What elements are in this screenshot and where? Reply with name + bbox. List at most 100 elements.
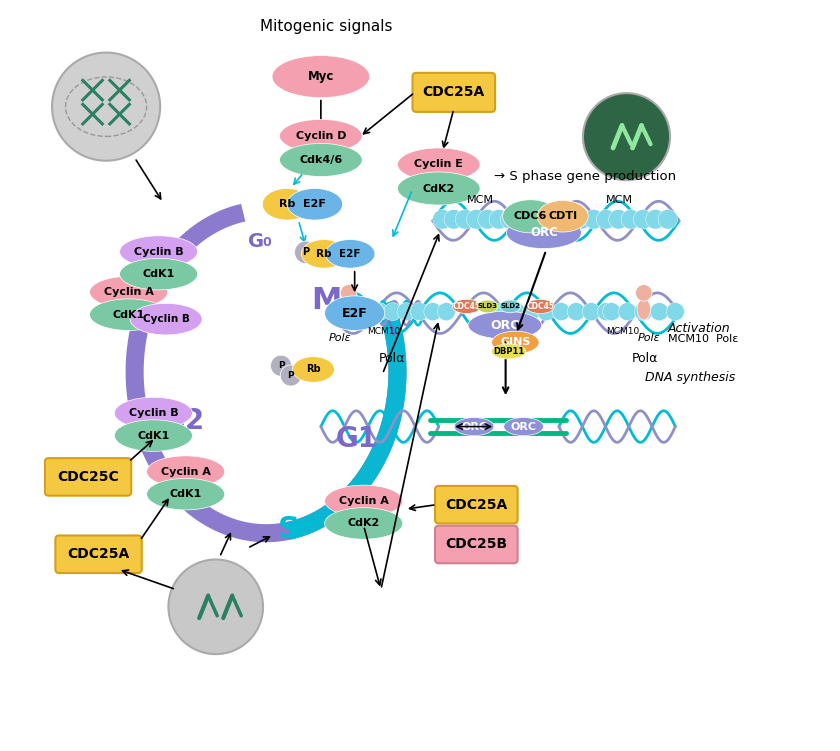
- Circle shape: [507, 303, 525, 321]
- Circle shape: [270, 355, 291, 376]
- Text: CDC25A: CDC25A: [445, 498, 507, 511]
- Ellipse shape: [287, 189, 343, 220]
- Ellipse shape: [114, 420, 192, 451]
- Text: Cyclin A: Cyclin A: [160, 466, 211, 477]
- Text: E2F: E2F: [303, 199, 326, 210]
- Circle shape: [357, 303, 375, 321]
- Text: P: P: [287, 371, 294, 380]
- Circle shape: [633, 210, 653, 229]
- FancyBboxPatch shape: [435, 486, 517, 523]
- Circle shape: [522, 303, 540, 321]
- Text: CDC45: CDC45: [453, 302, 480, 311]
- Text: CdK1: CdK1: [143, 269, 175, 279]
- Text: CDC25B: CDC25B: [445, 538, 507, 551]
- Text: MCM10  Polε: MCM10 Polε: [668, 334, 738, 345]
- Ellipse shape: [397, 148, 480, 181]
- Ellipse shape: [324, 485, 402, 517]
- Ellipse shape: [537, 201, 588, 232]
- Text: DNA synthesis: DNA synthesis: [645, 370, 736, 384]
- Circle shape: [295, 241, 318, 264]
- Circle shape: [567, 303, 585, 321]
- Text: G1: G1: [335, 425, 377, 454]
- Circle shape: [584, 210, 604, 229]
- Text: Polα: Polα: [379, 351, 406, 365]
- Circle shape: [501, 210, 520, 229]
- Text: CdK2: CdK2: [348, 518, 380, 529]
- Text: ORC: ORC: [511, 421, 537, 432]
- Circle shape: [583, 93, 670, 180]
- Ellipse shape: [324, 508, 402, 539]
- Text: P: P: [302, 247, 309, 258]
- Ellipse shape: [272, 56, 370, 98]
- Text: M: M: [311, 286, 341, 315]
- Ellipse shape: [526, 299, 554, 314]
- Circle shape: [168, 559, 263, 654]
- Text: E2F: E2F: [339, 249, 361, 259]
- Text: CdK1: CdK1: [137, 430, 170, 441]
- Text: G: G: [248, 232, 265, 252]
- Ellipse shape: [637, 299, 650, 320]
- Text: Cyclin E: Cyclin E: [414, 159, 463, 170]
- Circle shape: [646, 210, 665, 229]
- Text: Cyclin B: Cyclin B: [129, 408, 178, 418]
- Ellipse shape: [502, 200, 559, 233]
- Text: P: P: [278, 361, 285, 370]
- Ellipse shape: [147, 478, 225, 510]
- Circle shape: [281, 365, 302, 386]
- Text: E2F: E2F: [342, 306, 368, 320]
- Ellipse shape: [280, 143, 362, 176]
- Text: Cdk4/6: Cdk4/6: [299, 155, 343, 165]
- Circle shape: [370, 303, 388, 321]
- Circle shape: [634, 303, 653, 321]
- Circle shape: [537, 303, 555, 321]
- Circle shape: [618, 303, 637, 321]
- Ellipse shape: [280, 119, 362, 152]
- Circle shape: [424, 303, 442, 321]
- Ellipse shape: [507, 217, 581, 249]
- Text: MCM10: MCM10: [606, 327, 639, 336]
- Text: Cyclin B: Cyclin B: [143, 314, 190, 324]
- Text: CdK2: CdK2: [423, 183, 455, 194]
- Ellipse shape: [119, 236, 197, 267]
- Text: Rb: Rb: [316, 249, 332, 259]
- Ellipse shape: [397, 172, 480, 205]
- Circle shape: [492, 303, 510, 321]
- Text: Cyclin A: Cyclin A: [103, 287, 154, 297]
- Ellipse shape: [90, 276, 168, 308]
- Text: MCM: MCM: [606, 195, 633, 205]
- Text: ORC: ORC: [491, 318, 520, 332]
- Circle shape: [602, 303, 621, 321]
- Circle shape: [572, 210, 591, 229]
- Text: → S phase gene production: → S phase gene production: [494, 170, 675, 183]
- Text: SLD3: SLD3: [478, 303, 497, 309]
- Circle shape: [658, 210, 678, 229]
- Text: CDC45: CDC45: [526, 302, 554, 311]
- Text: Activation: Activation: [668, 322, 731, 336]
- Text: CDC25A: CDC25A: [423, 86, 485, 99]
- Ellipse shape: [262, 189, 312, 220]
- Ellipse shape: [114, 397, 192, 429]
- Text: S: S: [277, 515, 300, 544]
- Circle shape: [609, 210, 628, 229]
- Text: SLD2: SLD2: [500, 303, 520, 309]
- Ellipse shape: [452, 299, 480, 314]
- Text: Polε: Polε: [638, 333, 660, 343]
- FancyBboxPatch shape: [435, 526, 517, 563]
- Ellipse shape: [491, 344, 526, 359]
- Circle shape: [438, 303, 455, 321]
- Text: CdK1: CdK1: [170, 489, 202, 499]
- Ellipse shape: [302, 240, 346, 268]
- Text: G2: G2: [162, 406, 204, 435]
- Text: Myc: Myc: [307, 70, 334, 83]
- Circle shape: [636, 285, 652, 301]
- Circle shape: [455, 210, 475, 229]
- Ellipse shape: [491, 331, 539, 354]
- Ellipse shape: [292, 357, 334, 382]
- Text: Mitogenic signals: Mitogenic signals: [260, 19, 392, 34]
- Text: DBP11: DBP11: [493, 347, 524, 356]
- Ellipse shape: [504, 418, 543, 436]
- Ellipse shape: [342, 299, 355, 320]
- Circle shape: [340, 285, 357, 301]
- Ellipse shape: [325, 240, 375, 268]
- Text: CDTI: CDTI: [549, 211, 577, 222]
